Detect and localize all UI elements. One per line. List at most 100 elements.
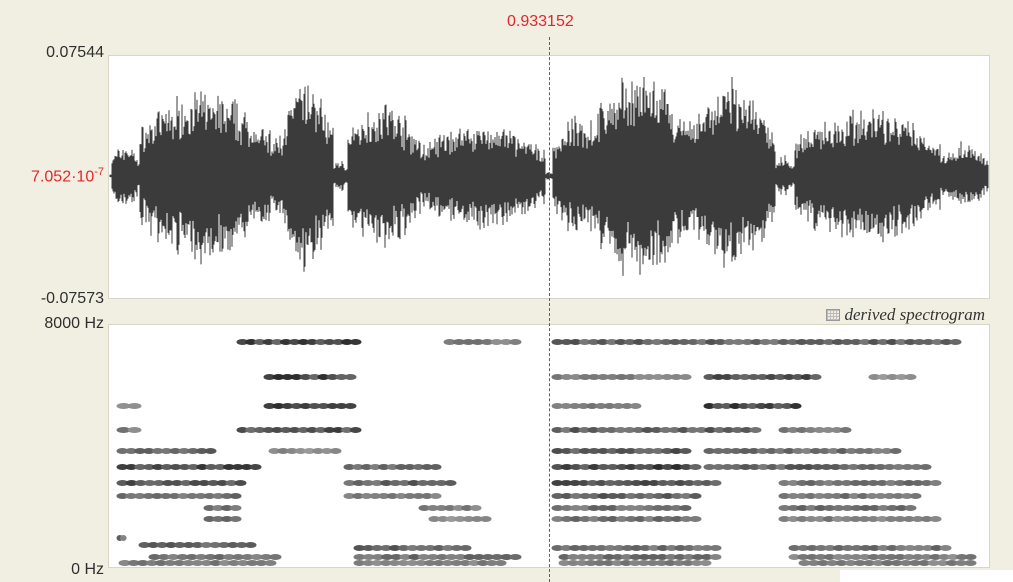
spectrogram-band bbox=[955, 560, 968, 566]
spectrogram-band bbox=[831, 493, 843, 499]
spectrogram-band bbox=[303, 448, 316, 454]
spectrogram-band bbox=[125, 464, 138, 470]
spectrogram-band bbox=[633, 374, 646, 380]
spectrogram-band bbox=[341, 427, 353, 433]
cursor-line[interactable] bbox=[549, 37, 550, 582]
spectrogram-band bbox=[272, 403, 285, 409]
spectrogram-band bbox=[691, 554, 704, 560]
spectrogram-band bbox=[569, 545, 581, 551]
spectrogram-band bbox=[551, 339, 564, 345]
spectrogram-band bbox=[661, 493, 674, 499]
spectrogram-band bbox=[841, 505, 854, 511]
spectrogram-band bbox=[822, 493, 834, 499]
spectrogram-band bbox=[245, 427, 257, 433]
spectrogram-band bbox=[867, 554, 880, 560]
spectrogram-band bbox=[143, 480, 156, 486]
spectrogram-band bbox=[407, 480, 420, 486]
spectrogram-band bbox=[227, 542, 239, 548]
spectrogram-band bbox=[695, 427, 708, 433]
waveform-center-label: 7.052·10-7 bbox=[31, 166, 104, 186]
spectrogram-band bbox=[569, 339, 582, 345]
spectrogram-band bbox=[479, 516, 492, 522]
spectrogram-band bbox=[272, 374, 285, 380]
spectrogram-band bbox=[380, 545, 392, 551]
spectrogram-band bbox=[625, 493, 638, 499]
spectrogram-band bbox=[755, 403, 767, 409]
spectrogram-band bbox=[634, 464, 647, 470]
spectrogram-band bbox=[756, 374, 769, 380]
spectrogram-band bbox=[426, 554, 439, 560]
spectrogram-band bbox=[822, 427, 834, 433]
spectrogram-band bbox=[643, 516, 656, 522]
spectrogram-band bbox=[579, 516, 592, 522]
spectrogram-band bbox=[588, 493, 601, 499]
spectrogram-band bbox=[632, 339, 645, 345]
spectrogram-band bbox=[235, 542, 248, 548]
spectrogram-band bbox=[730, 448, 742, 454]
spectrogram-band bbox=[212, 505, 225, 511]
spectrogram-band bbox=[768, 339, 781, 345]
spectrogram-band bbox=[920, 480, 933, 486]
spectrogram-band bbox=[454, 554, 467, 560]
spectrogram-band bbox=[871, 448, 884, 454]
spectrogram-band bbox=[789, 403, 802, 409]
spectrogram-band bbox=[787, 427, 799, 433]
spectrogram-band bbox=[362, 554, 375, 560]
spectrogram-band bbox=[732, 339, 745, 345]
spectrogram-band bbox=[329, 448, 342, 454]
spectrogram-band bbox=[200, 560, 213, 566]
spectrogram-band bbox=[127, 560, 140, 566]
spectrogram-band bbox=[749, 427, 762, 433]
spectrogram-band bbox=[885, 480, 897, 486]
spectrogram-band bbox=[796, 480, 809, 486]
spectrogram-band bbox=[443, 339, 456, 345]
spectrogram-band bbox=[606, 464, 619, 470]
spectrogram-band bbox=[389, 480, 402, 486]
spectrogram-band bbox=[804, 339, 817, 345]
spectrogram-band bbox=[459, 545, 472, 551]
spectrogram-band bbox=[127, 403, 142, 409]
spectrogram-band bbox=[929, 480, 942, 486]
spectrogram-band bbox=[614, 427, 627, 433]
spectrogram-band bbox=[747, 374, 760, 380]
spectrogram-band bbox=[605, 427, 618, 433]
spectrogram-band bbox=[509, 554, 522, 560]
spectrogram-band bbox=[949, 339, 962, 345]
spectrogram-band bbox=[569, 516, 583, 522]
spectrogram-band bbox=[597, 374, 610, 380]
spectrogram-band bbox=[116, 427, 131, 433]
spectrogram-band bbox=[433, 545, 445, 551]
spectrogram-band bbox=[659, 427, 672, 433]
spectrogram-band bbox=[921, 545, 934, 551]
spectrogram-band bbox=[920, 516, 933, 522]
spectrogram-band bbox=[577, 403, 590, 409]
spectrogram-band bbox=[841, 545, 854, 551]
spectrogram-band bbox=[271, 427, 284, 433]
spectrogram-band bbox=[500, 554, 513, 560]
spectrogram-band bbox=[321, 448, 333, 454]
spectrogram-band bbox=[606, 505, 619, 511]
spectrogram-band bbox=[823, 554, 836, 560]
spectrogram-band bbox=[134, 448, 146, 454]
spectrogram-band bbox=[797, 545, 810, 551]
spectrogram-band bbox=[491, 554, 504, 560]
spectrogram-band bbox=[796, 505, 809, 511]
spectrogram-band bbox=[171, 480, 183, 486]
spectrogram-band bbox=[750, 339, 763, 345]
spectrogram-band bbox=[720, 403, 733, 409]
waveform-max-label: 0.07544 bbox=[46, 44, 104, 61]
spectrogram-band bbox=[854, 448, 866, 454]
spectrogram-band bbox=[587, 339, 600, 345]
spectrogram-band bbox=[615, 448, 628, 454]
spectrogram-band bbox=[481, 339, 494, 345]
spectrogram-band bbox=[603, 554, 615, 560]
spectrogram-band bbox=[661, 448, 674, 454]
spectrogram-band bbox=[815, 545, 827, 551]
spectrogram-band bbox=[831, 427, 843, 433]
spectrogram-band bbox=[850, 554, 862, 560]
spectrogram-band bbox=[388, 560, 401, 566]
spectrogram-band bbox=[665, 480, 678, 486]
spectrogram-band bbox=[344, 374, 357, 380]
spectrogram-band bbox=[683, 554, 695, 560]
spectrogram-band bbox=[569, 464, 583, 470]
